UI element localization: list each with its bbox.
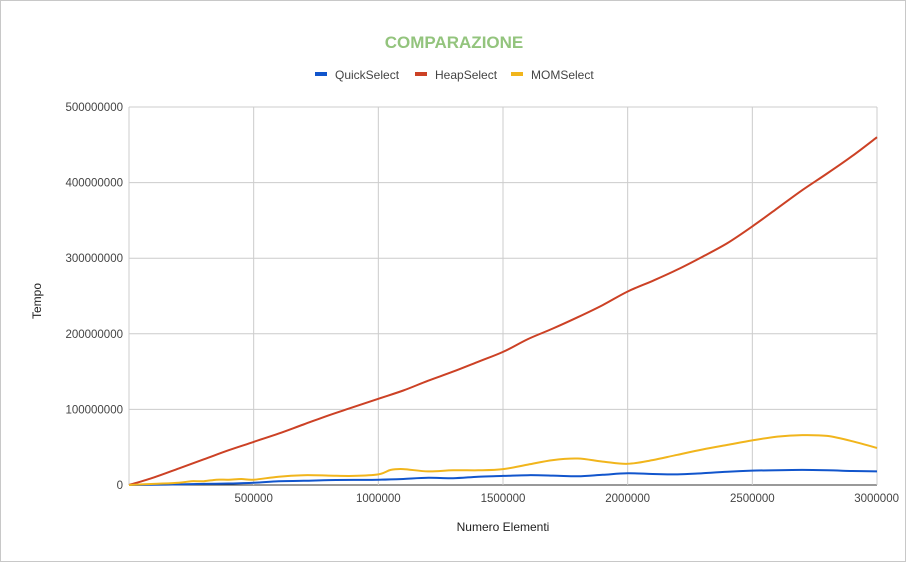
y-tick-label: 300000000 bbox=[65, 253, 123, 265]
legend-swatch bbox=[315, 72, 327, 76]
x-tick-label: 2000000 bbox=[605, 493, 650, 505]
legend: QuickSelect HeapSelect MOMSelect bbox=[315, 68, 594, 82]
y-tick-label: 500000000 bbox=[65, 102, 123, 114]
x-axis-ticks: 500000 1000000 1500000 2000000 2500000 300000… bbox=[234, 493, 899, 505]
y-axis-title: Tempo bbox=[30, 283, 44, 319]
series-line-momselect bbox=[128, 434, 878, 486]
x-tick-label: 1500000 bbox=[481, 493, 526, 505]
legend-swatch bbox=[415, 72, 427, 76]
legend-label: QuickSelect bbox=[335, 68, 400, 82]
x-tick-label: 1000000 bbox=[356, 493, 401, 505]
x-tick-label: 500000 bbox=[234, 493, 272, 505]
legend-label: HeapSelect bbox=[435, 68, 498, 82]
x-axis-title: Numero Elementi bbox=[457, 520, 550, 534]
x-tick-label: 3000000 bbox=[854, 493, 899, 505]
legend-label: MOMSelect bbox=[531, 68, 594, 82]
y-axis-ticks: 0 100000000 200000000 300000000 400000000 500… bbox=[65, 102, 123, 492]
chart-title: COMPARAZIONE bbox=[385, 33, 524, 52]
series-lines bbox=[128, 136, 878, 486]
series-line-heapselect bbox=[128, 136, 878, 486]
y-tick-label: 200000000 bbox=[65, 329, 123, 341]
y-tick-label: 100000000 bbox=[65, 404, 123, 416]
x-tick-label: 2500000 bbox=[730, 493, 775, 505]
y-tick-label: 0 bbox=[117, 480, 123, 492]
y-tick-label: 400000000 bbox=[65, 178, 123, 190]
legend-swatch bbox=[511, 72, 523, 76]
series-line-quickselect bbox=[128, 468, 878, 486]
gridlines bbox=[128, 106, 878, 486]
